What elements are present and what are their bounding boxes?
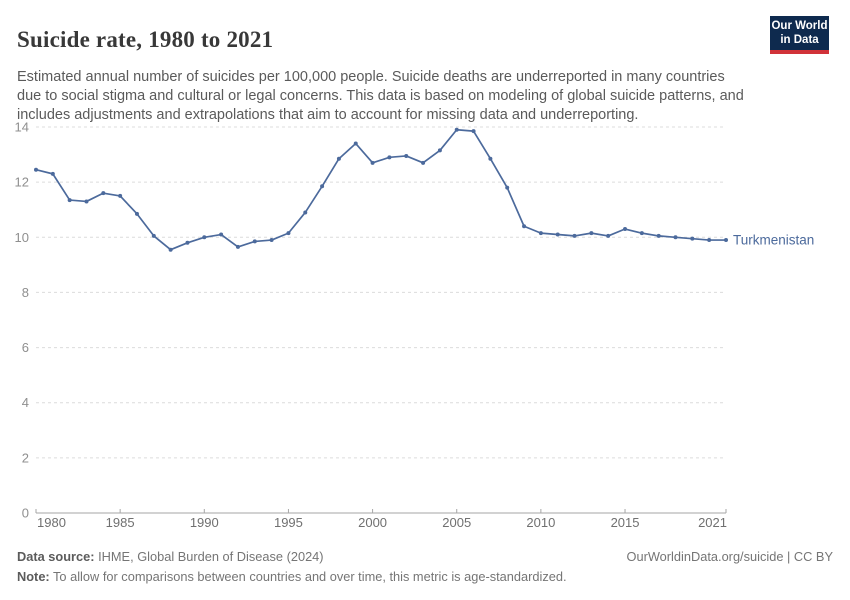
data-point[interactable] bbox=[404, 153, 409, 158]
note-text: To allow for comparisons between countri… bbox=[49, 569, 567, 584]
data-point[interactable] bbox=[84, 199, 89, 204]
data-point[interactable] bbox=[639, 231, 644, 236]
data-point[interactable] bbox=[623, 227, 628, 232]
data-point[interactable] bbox=[269, 238, 274, 243]
data-point[interactable] bbox=[151, 233, 156, 238]
y-axis-tick-label: 14 bbox=[15, 120, 29, 135]
data-point[interactable] bbox=[370, 160, 375, 165]
data-point[interactable] bbox=[336, 156, 341, 161]
footer-attribution-link[interactable]: OurWorldinData.org/suicide | CC BY bbox=[626, 549, 834, 564]
data-point[interactable] bbox=[690, 236, 695, 241]
data-source-label: Data source: bbox=[17, 549, 95, 564]
owid-logo-line2: in Data bbox=[780, 33, 819, 46]
note-label: Note: bbox=[17, 569, 50, 584]
y-axis-tick-label: 8 bbox=[22, 285, 29, 300]
data-point[interactable] bbox=[538, 231, 543, 236]
data-point[interactable] bbox=[101, 191, 106, 196]
owid-logo[interactable]: Our World in Data bbox=[770, 16, 829, 54]
data-line-turkmenistan[interactable] bbox=[35, 128, 727, 251]
chart-title: Suicide rate, 1980 to 2021 bbox=[17, 27, 274, 53]
x-axis-tick-label: 2000 bbox=[358, 515, 387, 530]
data-point[interactable] bbox=[219, 232, 224, 237]
footer-note: Note: To allow for comparisons between c… bbox=[17, 569, 567, 584]
data-point[interactable] bbox=[505, 185, 510, 190]
data-point[interactable] bbox=[707, 238, 712, 243]
data-point[interactable] bbox=[185, 240, 190, 245]
data-point[interactable] bbox=[421, 160, 426, 165]
data-point[interactable] bbox=[286, 231, 291, 236]
y-axis-tick-label: 4 bbox=[22, 395, 29, 410]
data-point[interactable] bbox=[437, 148, 442, 153]
chart-subtitle: Estimated annual number of suicides per … bbox=[17, 68, 744, 123]
data-point[interactable] bbox=[235, 244, 240, 249]
y-axis-tick-label: 12 bbox=[15, 175, 29, 190]
x-axis-tick-label: 1990 bbox=[190, 515, 219, 530]
data-point[interactable] bbox=[118, 193, 123, 198]
x-axis-tick-label: 2021 bbox=[698, 515, 727, 530]
data-point[interactable] bbox=[303, 210, 308, 215]
data-point[interactable] bbox=[34, 167, 38, 172]
x-axis-tick-label: 1985 bbox=[106, 515, 135, 530]
data-point[interactable] bbox=[673, 235, 678, 240]
x-axis-tick-label: 1995 bbox=[274, 515, 303, 530]
data-point[interactable] bbox=[50, 171, 55, 176]
data-point[interactable] bbox=[488, 156, 493, 161]
data-point[interactable] bbox=[522, 224, 527, 229]
x-axis-tick-label: 2010 bbox=[526, 515, 555, 530]
data-point[interactable] bbox=[252, 239, 257, 244]
x-axis-tick-label: 1980 bbox=[37, 515, 66, 530]
y-axis-tick-label: 10 bbox=[15, 230, 29, 245]
data-point[interactable] bbox=[320, 184, 325, 189]
x-axis-tick-label: 2005 bbox=[442, 515, 471, 530]
data-point[interactable] bbox=[572, 233, 577, 238]
data-point[interactable] bbox=[387, 155, 392, 160]
entity-label[interactable]: Turkmenistan bbox=[733, 233, 814, 248]
data-point[interactable] bbox=[67, 198, 72, 203]
data-point[interactable] bbox=[555, 232, 560, 237]
data-point[interactable] bbox=[589, 231, 594, 236]
x-axis-tick-label: 2015 bbox=[611, 515, 640, 530]
y-axis-tick-label: 6 bbox=[22, 340, 29, 355]
data-point[interactable] bbox=[656, 233, 661, 238]
data-point[interactable] bbox=[724, 238, 728, 243]
data-point[interactable] bbox=[134, 211, 139, 216]
footer-data-source: Data source: IHME, Global Burden of Dise… bbox=[17, 549, 324, 564]
data-point[interactable] bbox=[353, 141, 358, 146]
owid-logo-line1: Our World bbox=[771, 20, 828, 32]
y-axis-tick-label: 2 bbox=[22, 450, 29, 465]
data-point[interactable] bbox=[471, 129, 476, 134]
y-axis-tick-label: 0 bbox=[22, 506, 29, 521]
data-point[interactable] bbox=[606, 233, 611, 238]
data-point[interactable] bbox=[454, 127, 459, 132]
data-point[interactable] bbox=[202, 235, 207, 240]
data-point[interactable] bbox=[168, 247, 173, 252]
data-source-text: IHME, Global Burden of Disease (2024) bbox=[94, 549, 324, 564]
